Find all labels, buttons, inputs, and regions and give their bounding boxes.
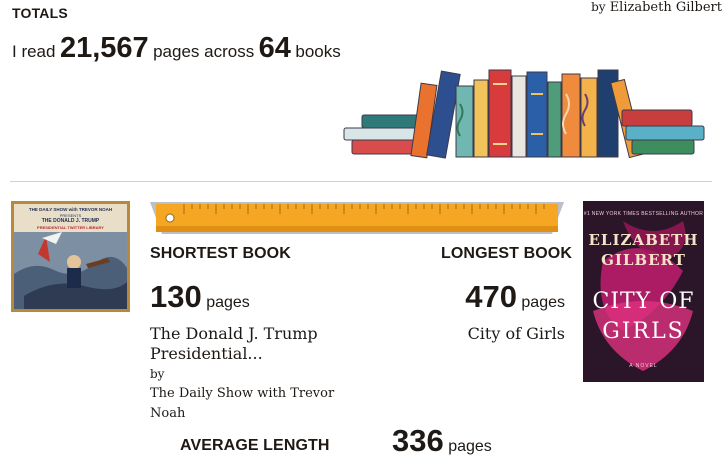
cover-title-line-1: CITY OF bbox=[592, 289, 695, 314]
shortest-book-label: SHORTEST BOOK bbox=[150, 245, 291, 262]
longest-book-cover[interactable]: #1 NEW YORK TIMES BESTSELLING AUTHOR ELI… bbox=[583, 201, 704, 382]
bookshelf-illustration bbox=[343, 69, 705, 159]
totals-middle: pages across bbox=[153, 42, 255, 61]
longest-book-label: LONGEST BOOK bbox=[441, 245, 572, 262]
cover-line-4: PRESIDENTIAL TWITTER LIBRARY bbox=[37, 225, 104, 230]
total-books-count: 64 bbox=[258, 32, 291, 64]
cover-artwork bbox=[583, 201, 704, 382]
shortest-book-cover[interactable]: THE DAILY SHOW with TREVOR NOAH PRESENTS… bbox=[11, 201, 130, 312]
shortest-book-stat: 130 pages bbox=[150, 279, 250, 315]
ruler-illustration bbox=[150, 202, 564, 234]
section-divider bbox=[10, 181, 712, 182]
shortest-book-by: by bbox=[150, 367, 165, 381]
cover-tagline: #1 NEW YORK TIMES BESTSELLING AUTHOR bbox=[583, 211, 704, 217]
average-length-stat: 336 pages bbox=[392, 423, 492, 459]
totals-prefix: I read bbox=[12, 42, 56, 61]
shortest-book-author[interactable]: The Daily Show with Trevor Noah bbox=[150, 386, 335, 421]
longest-book-byline: by Elizabeth Gilbert bbox=[0, 0, 722, 15]
average-length-unit: pages bbox=[448, 438, 492, 455]
longest-book-stat: 470 pages bbox=[465, 279, 565, 315]
cover-line-2: PRESENTS bbox=[59, 213, 82, 218]
cover-line-3: THE DONALD J. TRUMP bbox=[41, 218, 100, 224]
longest-book-author[interactable]: Elizabeth Gilbert bbox=[609, 0, 722, 15]
longest-book-unit: pages bbox=[521, 294, 565, 311]
cover-author-last: GILBERT bbox=[601, 251, 686, 269]
cover-artwork bbox=[14, 204, 127, 309]
average-length-pages: 336 bbox=[392, 423, 444, 458]
totals-heading: TOTALS bbox=[12, 5, 68, 21]
cover-line-1: THE DAILY SHOW with TREVOR NOAH bbox=[28, 207, 113, 212]
shortest-book-title[interactable]: The Donald J. Trump Presidential... bbox=[150, 324, 318, 363]
cover-note: A NOVEL bbox=[629, 363, 658, 369]
total-pages-count: 21,567 bbox=[59, 32, 149, 64]
shortest-book-unit: pages bbox=[206, 294, 250, 311]
totals-summary: I read 21,567 pages across 64 books bbox=[12, 32, 341, 65]
longest-book-title[interactable]: City of Girls bbox=[467, 324, 565, 343]
totals-suffix: books bbox=[295, 42, 341, 61]
shortest-book-pages: 130 bbox=[150, 279, 202, 314]
longest-book-by: by bbox=[591, 0, 606, 14]
cover-author-first: ELIZABETH bbox=[588, 231, 699, 249]
average-length-label: AVERAGE LENGTH bbox=[180, 437, 330, 454]
cover-title-line-2: GIRLS bbox=[602, 319, 685, 344]
longest-book-pages: 470 bbox=[465, 279, 517, 314]
